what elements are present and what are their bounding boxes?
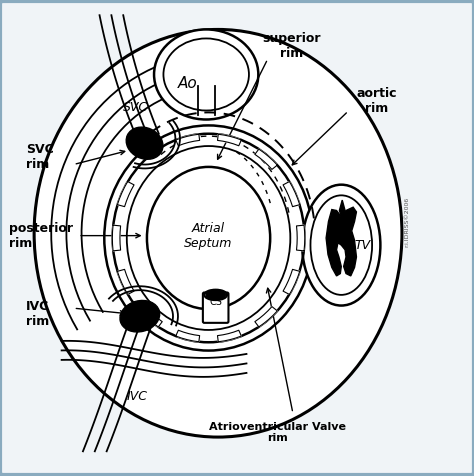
Ellipse shape xyxy=(302,185,380,306)
Text: TV: TV xyxy=(355,238,371,252)
Text: IVC: IVC xyxy=(127,390,148,403)
Polygon shape xyxy=(283,269,300,295)
Polygon shape xyxy=(176,330,200,342)
Text: IVC
rim: IVC rim xyxy=(26,300,49,328)
Polygon shape xyxy=(283,181,300,207)
Text: Atrioventricular Valve
rim: Atrioventricular Valve rim xyxy=(209,422,346,443)
Polygon shape xyxy=(218,330,241,342)
Text: SVC: SVC xyxy=(122,101,148,114)
Text: aortic
rim: aortic rim xyxy=(356,87,397,115)
Polygon shape xyxy=(176,134,200,146)
Polygon shape xyxy=(297,225,305,251)
Text: r.i.IDRISS©2006: r.i.IDRISS©2006 xyxy=(404,196,409,247)
Polygon shape xyxy=(255,307,277,327)
Polygon shape xyxy=(112,225,120,251)
Text: Atrial
Septum: Atrial Septum xyxy=(184,222,233,249)
Polygon shape xyxy=(140,307,162,327)
Ellipse shape xyxy=(206,290,225,300)
Ellipse shape xyxy=(147,167,270,309)
Text: SVC
rim: SVC rim xyxy=(26,143,54,171)
Polygon shape xyxy=(118,269,134,295)
Ellipse shape xyxy=(120,300,160,332)
Text: posterior
rim: posterior rim xyxy=(9,222,73,249)
Ellipse shape xyxy=(34,30,402,437)
FancyBboxPatch shape xyxy=(203,293,228,323)
Text: superior
rim: superior rim xyxy=(262,32,321,60)
Polygon shape xyxy=(326,207,356,276)
Text: Ao: Ao xyxy=(177,77,197,91)
Ellipse shape xyxy=(154,30,258,119)
Polygon shape xyxy=(218,134,241,146)
Polygon shape xyxy=(255,149,277,169)
Polygon shape xyxy=(118,181,134,207)
Ellipse shape xyxy=(126,127,163,159)
Text: CS: CS xyxy=(210,297,223,307)
Ellipse shape xyxy=(104,125,313,351)
Polygon shape xyxy=(339,200,345,219)
